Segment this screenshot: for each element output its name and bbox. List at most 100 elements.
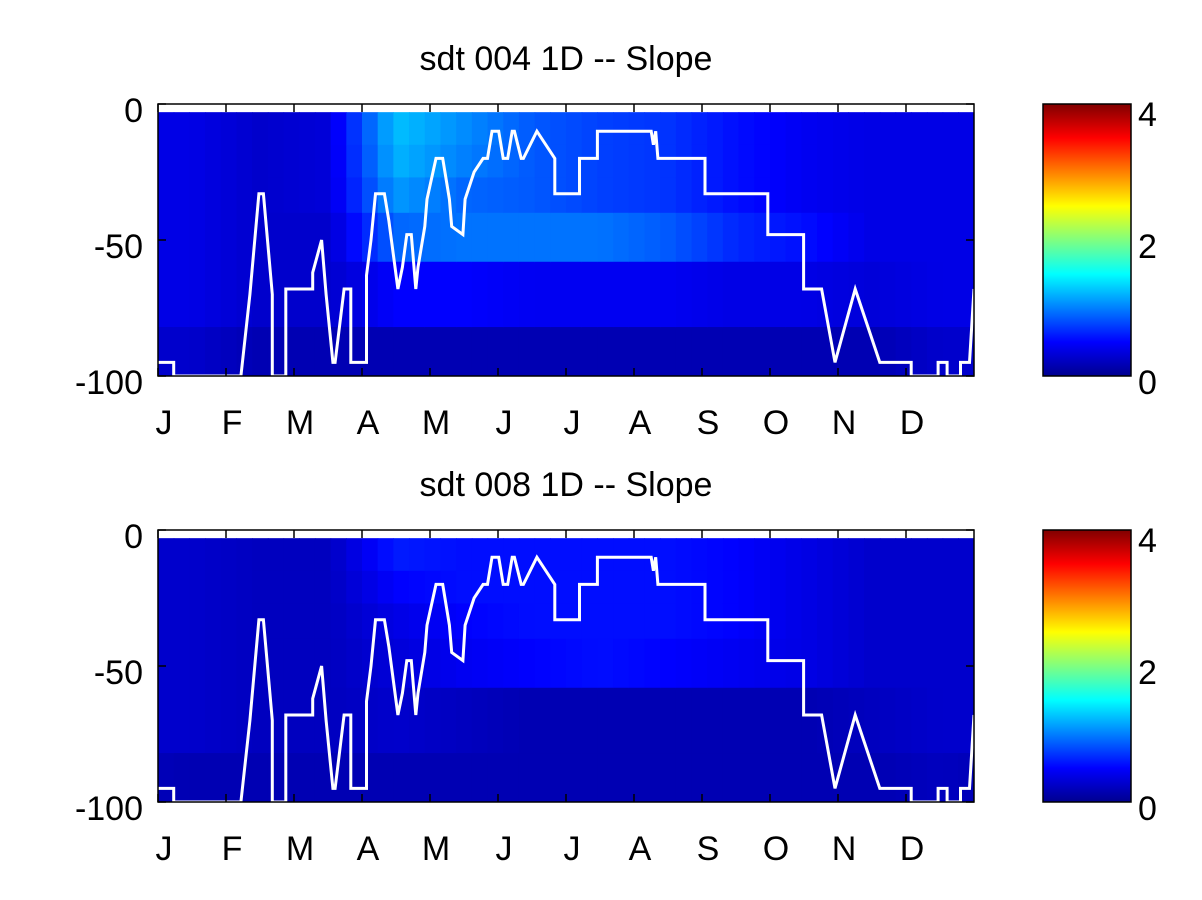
heatmap-cell <box>880 538 896 571</box>
heatmap-cell <box>189 538 205 571</box>
heatmap-cell <box>943 112 959 145</box>
x-tick-label: S <box>697 830 720 868</box>
heatmap-cell <box>488 603 504 639</box>
heatmap-cell <box>786 688 802 754</box>
heatmap-cell <box>707 753 723 803</box>
heatmap-cell <box>801 112 817 145</box>
heatmap-cell <box>896 571 912 604</box>
heatmap-cell <box>488 327 504 377</box>
heatmap-cell <box>864 262 880 328</box>
heatmap-cell <box>770 603 786 639</box>
heatmap-cell <box>362 327 378 377</box>
heatmap-cell <box>189 753 205 803</box>
heatmap-cell <box>660 688 676 754</box>
heatmap-cell <box>833 753 849 803</box>
colorbar-gradient <box>1043 530 1131 802</box>
heatmap-cell <box>174 538 190 571</box>
heatmap-cell <box>362 571 378 604</box>
heatmap-cell <box>535 177 551 213</box>
heatmap-cell <box>174 177 190 213</box>
heatmap-cell <box>393 112 409 145</box>
heatmap-cell <box>943 603 959 639</box>
heatmap-cell <box>880 327 896 377</box>
heatmap-cell <box>943 145 959 178</box>
heatmap-cell <box>456 262 472 328</box>
heatmap-cell <box>723 639 739 689</box>
heatmap-cell <box>911 145 927 178</box>
heatmap-cell <box>472 753 488 803</box>
heatmap-cell <box>362 262 378 328</box>
heatmap-cell <box>801 603 817 639</box>
heatmap-cell <box>566 213 582 263</box>
heatmap-cell <box>550 538 566 571</box>
heatmap-cell <box>456 327 472 377</box>
heatmap-cell <box>503 145 519 178</box>
x-tick-label: N <box>832 830 857 868</box>
heatmap-cell <box>943 262 959 328</box>
heatmap-cell <box>519 639 535 689</box>
heatmap-cell <box>739 603 755 639</box>
heatmap-cell <box>692 262 708 328</box>
heatmap-cell <box>299 327 315 377</box>
heatmap-cell <box>629 213 645 263</box>
heatmap-cell <box>362 688 378 754</box>
heatmap-cell <box>268 571 284 604</box>
heatmap-cell <box>205 327 221 377</box>
heatmap-cell <box>864 603 880 639</box>
heatmap-cell <box>629 571 645 604</box>
panel-2-colorbar: 0 2 4 <box>1043 522 1157 828</box>
heatmap-cell <box>535 603 551 639</box>
heatmap-cell <box>958 538 974 571</box>
heatmap-cell <box>236 571 252 604</box>
heatmap-cell <box>958 639 974 689</box>
heatmap-cell <box>582 688 598 754</box>
heatmap-cell <box>472 327 488 377</box>
heatmap-cell <box>519 753 535 803</box>
y-tick-label: -100 <box>75 364 143 402</box>
panel-2-x-tick-labels: JFMAMJJASOND <box>156 830 925 868</box>
heatmap-cell <box>221 639 237 689</box>
heatmap-cell <box>315 112 331 145</box>
heatmap-cell <box>848 177 864 213</box>
heatmap-cell <box>158 538 174 571</box>
heatmap-cell <box>440 639 456 689</box>
heatmap-cell <box>801 571 817 604</box>
heatmap-cell <box>535 753 551 803</box>
heatmap-cell <box>158 571 174 604</box>
heatmap-cell <box>723 538 739 571</box>
heatmap-cell <box>707 639 723 689</box>
heatmap-cell <box>660 639 676 689</box>
heatmap-cell <box>644 213 660 263</box>
heatmap-cell <box>409 177 425 213</box>
heatmap-cell <box>299 639 315 689</box>
heatmap-cell <box>739 688 755 754</box>
heatmap-cell <box>236 112 252 145</box>
heatmap-cell <box>174 571 190 604</box>
heatmap-cell <box>896 753 912 803</box>
heatmap-cell <box>896 639 912 689</box>
heatmap-cell <box>911 753 927 803</box>
heatmap-cell <box>864 571 880 604</box>
heatmap-cell <box>440 753 456 803</box>
heatmap-cell <box>801 538 817 571</box>
heatmap-cell <box>660 177 676 213</box>
heatmap-cell <box>315 177 331 213</box>
heatmap-cell <box>676 571 692 604</box>
heatmap-cell <box>284 603 300 639</box>
heatmap-cell <box>456 145 472 178</box>
heatmap-cell <box>331 213 347 263</box>
heatmap-cell <box>754 327 770 377</box>
heatmap-cell <box>346 753 362 803</box>
heatmap-cell <box>331 177 347 213</box>
heatmap-cell <box>880 112 896 145</box>
heatmap-cell <box>456 688 472 754</box>
heatmap-cell <box>362 753 378 803</box>
heatmap-cell <box>284 571 300 604</box>
heatmap-cell <box>409 753 425 803</box>
heatmap-cell <box>801 753 817 803</box>
heatmap-cell <box>676 262 692 328</box>
heatmap-cell <box>535 639 551 689</box>
heatmap-cell <box>174 753 190 803</box>
heatmap-cell <box>896 213 912 263</box>
heatmap-cell <box>707 603 723 639</box>
